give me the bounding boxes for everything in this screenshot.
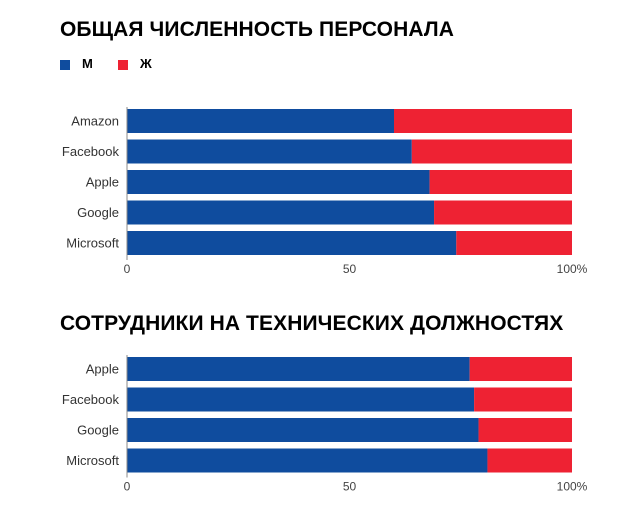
category-label-facebook: Facebook [62,392,120,407]
chart-total-staff: Amazon Facebook Apple Google Microsoft 0 50 100… [62,107,588,276]
x-tick-label: 50 [343,480,357,494]
legend-label-men: М [82,56,93,71]
bar-amazon-women [394,109,572,133]
bar-facebook-women [474,387,572,412]
bar-google-men [127,200,435,225]
bar-microsoft-women [487,448,572,473]
bar-facebook-men [127,139,412,164]
bar-apple-women [429,170,572,194]
category-label-google: Google [77,205,119,220]
legend-swatch-men [60,60,70,70]
bar-google-women [478,418,572,442]
bar-apple-women [469,357,572,381]
x-tick-label: 100% [557,262,588,276]
chart-tech-staff: Apple Facebook Google Microsoft 0 50 100% [62,355,588,494]
category-label-apple: Apple [86,175,119,190]
bar-microsoft-men [127,448,488,473]
x-tick-label: 0 [124,480,131,494]
bar-apple-men [127,357,470,381]
category-label-microsoft: Microsoft [66,236,119,251]
bar-facebook-women [411,139,572,164]
bar-google-men [127,418,479,442]
legend-label-women: Ж [140,56,152,71]
category-label-google: Google [77,423,119,438]
chart-title-tech-staff: СОТРУДНИКИ НА ТЕХНИЧЕСКИХ ДОЛЖНОСТЯХ [60,312,564,335]
x-tick-label: 50 [343,262,357,276]
chart-title-total-staff: ОБЩАЯ ЧИСЛЕННОСТЬ ПЕРСОНАЛА [60,18,454,41]
category-label-apple: Apple [86,362,119,377]
bar-microsoft-women [456,231,572,255]
x-tick-label: 0 [124,262,131,276]
category-label-amazon: Amazon [71,114,119,129]
category-label-microsoft: Microsoft [66,453,119,468]
bar-apple-men [127,170,430,194]
x-tick-label: 100% [557,480,588,494]
bar-facebook-men [127,387,475,412]
category-label-facebook: Facebook [62,144,120,159]
legend-swatch-women [118,60,128,70]
bar-amazon-men [127,109,394,133]
bar-google-women [434,200,572,225]
bar-microsoft-men [127,231,457,255]
